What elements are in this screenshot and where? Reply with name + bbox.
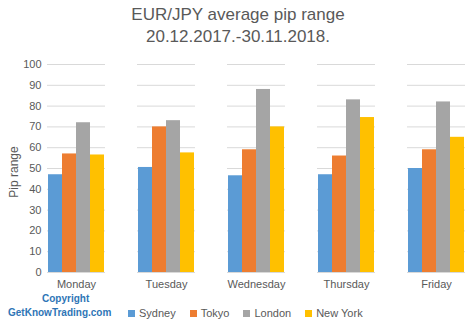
svg-text:90: 90 — [29, 79, 41, 91]
html-text:Copyright: Copyright — [42, 293, 90, 304]
html-text:EUR/JPY average pip range 20.1: EUR/JPY average pip range 20.12.2017.-30… — [131, 5, 345, 46]
html-text:Pip range: Pip range — [7, 146, 21, 198]
svg-text:Friday: Friday — [421, 278, 452, 290]
svg-text:50: 50 — [29, 162, 41, 174]
svg-text:Monday: Monday — [57, 278, 97, 290]
svg-text:80: 80 — [29, 100, 41, 112]
svg-text:70: 70 — [29, 120, 41, 132]
svg-text:100: 100 — [23, 58, 41, 70]
html-text:New York: New York — [316, 307, 363, 319]
svg-text:Tuesday: Tuesday — [146, 278, 188, 290]
svg-text:20: 20 — [29, 224, 41, 236]
html-text:Sydney: Sydney — [139, 307, 176, 319]
html-text:London: London — [254, 307, 292, 319]
svg-text:60: 60 — [29, 141, 41, 153]
html-text:Tokyo: Tokyo — [200, 307, 230, 319]
svg-text:0: 0 — [35, 266, 41, 278]
svg-text:30: 30 — [29, 204, 41, 216]
svg-text:Wednesday: Wednesday — [228, 278, 286, 290]
svg-text:Thursday: Thursday — [324, 278, 370, 290]
svg-text:10: 10 — [29, 245, 41, 257]
html-text:GetKnowTrading.com: GetKnowTrading.com — [8, 307, 112, 318]
svg-text:40: 40 — [29, 183, 41, 195]
